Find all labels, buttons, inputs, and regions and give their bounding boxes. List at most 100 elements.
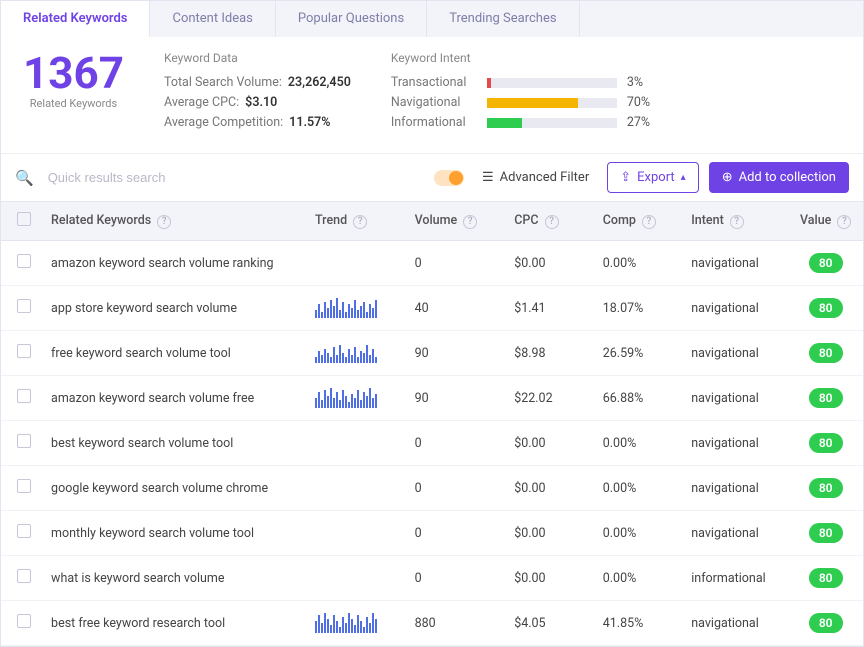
intent-bar bbox=[487, 118, 617, 128]
advanced-filter-button[interactable]: ☰ Advanced Filter bbox=[474, 164, 597, 191]
intent-pct: 3% bbox=[627, 75, 661, 90]
row-checkbox[interactable] bbox=[17, 569, 31, 583]
table-row: monthly keyword search volume tool0$0.00… bbox=[1, 511, 863, 556]
row-checkbox[interactable] bbox=[17, 344, 31, 358]
advanced-filter-label: Advanced Filter bbox=[500, 170, 590, 185]
intent-row-informational: Informational27% bbox=[391, 115, 661, 130]
value-badge: 80 bbox=[809, 613, 843, 633]
table-row: amazon keyword search volume ranking0$0.… bbox=[1, 241, 863, 286]
select-all-checkbox[interactable] bbox=[17, 212, 31, 226]
tab-related-keywords[interactable]: Related Keywords bbox=[1, 1, 150, 37]
intent-cell: navigational bbox=[683, 421, 788, 466]
comp-cell: 26.59% bbox=[595, 331, 684, 376]
keyword-cell[interactable]: amazon keyword search volume ranking bbox=[43, 241, 307, 286]
export-button[interactable]: ⇪ Export ▴ bbox=[607, 162, 698, 193]
value-badge: 80 bbox=[809, 478, 843, 498]
add-icon: ⊕ bbox=[722, 170, 733, 185]
value-badge: 80 bbox=[809, 433, 843, 453]
value-badge: 80 bbox=[809, 298, 843, 318]
volume-cell: 0 bbox=[407, 511, 507, 556]
comp-cell: 0.00% bbox=[595, 556, 684, 601]
keyword-cell[interactable]: monthly keyword search volume tool bbox=[43, 511, 307, 556]
keyword-cell[interactable]: free keyword search volume tool bbox=[43, 331, 307, 376]
row-checkbox[interactable] bbox=[17, 614, 31, 628]
help-icon[interactable]: ? bbox=[730, 215, 744, 229]
volume-cell: 0 bbox=[407, 241, 507, 286]
intent-cell: navigational bbox=[683, 511, 788, 556]
count-block: 1367 Related Keywords bbox=[23, 51, 124, 135]
intent-cell: navigational bbox=[683, 286, 788, 331]
value-badge: 80 bbox=[809, 343, 843, 363]
row-checkbox[interactable] bbox=[17, 389, 31, 403]
add-to-collection-label: Add to collection bbox=[739, 170, 836, 185]
help-icon[interactable]: ? bbox=[463, 215, 477, 229]
volume-cell: 0 bbox=[407, 466, 507, 511]
intent-cell: navigational bbox=[683, 601, 788, 646]
keyword-cell[interactable]: google keyword search volume chrome bbox=[43, 466, 307, 511]
add-to-collection-button[interactable]: ⊕ Add to collection bbox=[709, 162, 849, 193]
row-checkbox[interactable] bbox=[17, 299, 31, 313]
row-checkbox[interactable] bbox=[17, 524, 31, 538]
help-icon[interactable]: ? bbox=[157, 215, 171, 229]
intent-cell: navigational bbox=[683, 466, 788, 511]
tab-trending-searches[interactable]: Trending Searches bbox=[427, 1, 579, 37]
table-row: google keyword search volume chrome 0$0.0… bbox=[1, 466, 863, 511]
volume-cell: 0 bbox=[407, 421, 507, 466]
col-header-intent[interactable]: Intent? bbox=[683, 202, 788, 241]
volume-cell: 0 bbox=[407, 556, 507, 601]
table-row: best free keyword research tool 880$4.054… bbox=[1, 601, 863, 646]
col-header-value[interactable]: Value? bbox=[788, 202, 863, 241]
tab-popular-questions[interactable]: Popular Questions bbox=[276, 1, 427, 37]
row-checkbox[interactable] bbox=[17, 479, 31, 493]
value-badge: 80 bbox=[809, 388, 843, 408]
help-icon[interactable]: ? bbox=[545, 215, 559, 229]
comp-cell: 41.85% bbox=[595, 601, 684, 646]
keyword-cell[interactable]: app store keyword search volume bbox=[43, 286, 307, 331]
keywords-table: Related Keywords?Trend?Volume?CPC?Comp?I… bbox=[1, 201, 863, 646]
row-checkbox[interactable] bbox=[17, 254, 31, 268]
intent-row-navigational: Navigational70% bbox=[391, 95, 661, 110]
cpc-cell: $0.00 bbox=[506, 466, 595, 511]
help-icon[interactable]: ? bbox=[353, 215, 367, 229]
related-count-label: Related Keywords bbox=[23, 97, 124, 110]
col-header-volume[interactable]: Volume? bbox=[407, 202, 507, 241]
search-input[interactable] bbox=[48, 170, 268, 185]
filter-toggle[interactable] bbox=[434, 170, 464, 186]
value-badge: 80 bbox=[809, 523, 843, 543]
intent-label: Informational bbox=[391, 115, 477, 130]
tab-content-ideas[interactable]: Content Ideas bbox=[150, 1, 275, 37]
intent-cell: navigational bbox=[683, 376, 788, 421]
trend-sparkline bbox=[315, 343, 385, 363]
col-header-related-keywords[interactable]: Related Keywords? bbox=[43, 202, 307, 241]
keyword-cell[interactable]: best free keyword research tool bbox=[43, 601, 307, 646]
intent-bar bbox=[487, 78, 617, 88]
intent-cell: navigational bbox=[683, 331, 788, 376]
cpc-cell: $4.05 bbox=[506, 601, 595, 646]
chevron-up-icon: ▴ bbox=[681, 172, 686, 183]
keyword-intent-title: Keyword Intent bbox=[391, 51, 661, 65]
intent-label: Transactional bbox=[391, 75, 477, 90]
intent-label: Navigational bbox=[391, 95, 477, 110]
table-row: amazon keyword search volume free90$22.0… bbox=[1, 376, 863, 421]
row-checkbox[interactable] bbox=[17, 434, 31, 448]
keyword-cell[interactable]: best keyword search volume tool bbox=[43, 421, 307, 466]
volume-cell: 90 bbox=[407, 376, 507, 421]
search-icon: 🔍 bbox=[15, 169, 34, 187]
keyword-cell[interactable]: amazon keyword search volume free bbox=[43, 376, 307, 421]
help-icon[interactable]: ? bbox=[642, 215, 656, 229]
col-header-comp[interactable]: Comp? bbox=[595, 202, 684, 241]
avg-comp-label: Average Competition: bbox=[164, 115, 283, 130]
comp-cell: 66.88% bbox=[595, 376, 684, 421]
keyword-cell[interactable]: what is keyword search volume bbox=[43, 556, 307, 601]
keyword-intent-block: Keyword Intent Transactional 3% Navigation… bbox=[391, 51, 661, 135]
value-badge: 80 bbox=[809, 568, 843, 588]
trend-sparkline bbox=[315, 298, 385, 318]
col-header-trend[interactable]: Trend? bbox=[307, 202, 407, 241]
tab-bar: Related KeywordsContent IdeasPopular Que… bbox=[1, 1, 863, 37]
volume-cell: 880 bbox=[407, 601, 507, 646]
help-icon[interactable]: ? bbox=[837, 215, 851, 229]
table-row: free keyword search volume tool90$8.9826… bbox=[1, 331, 863, 376]
intent-bar bbox=[487, 98, 617, 108]
col-header-cpc[interactable]: CPC? bbox=[506, 202, 595, 241]
export-icon: ⇪ bbox=[620, 170, 631, 185]
